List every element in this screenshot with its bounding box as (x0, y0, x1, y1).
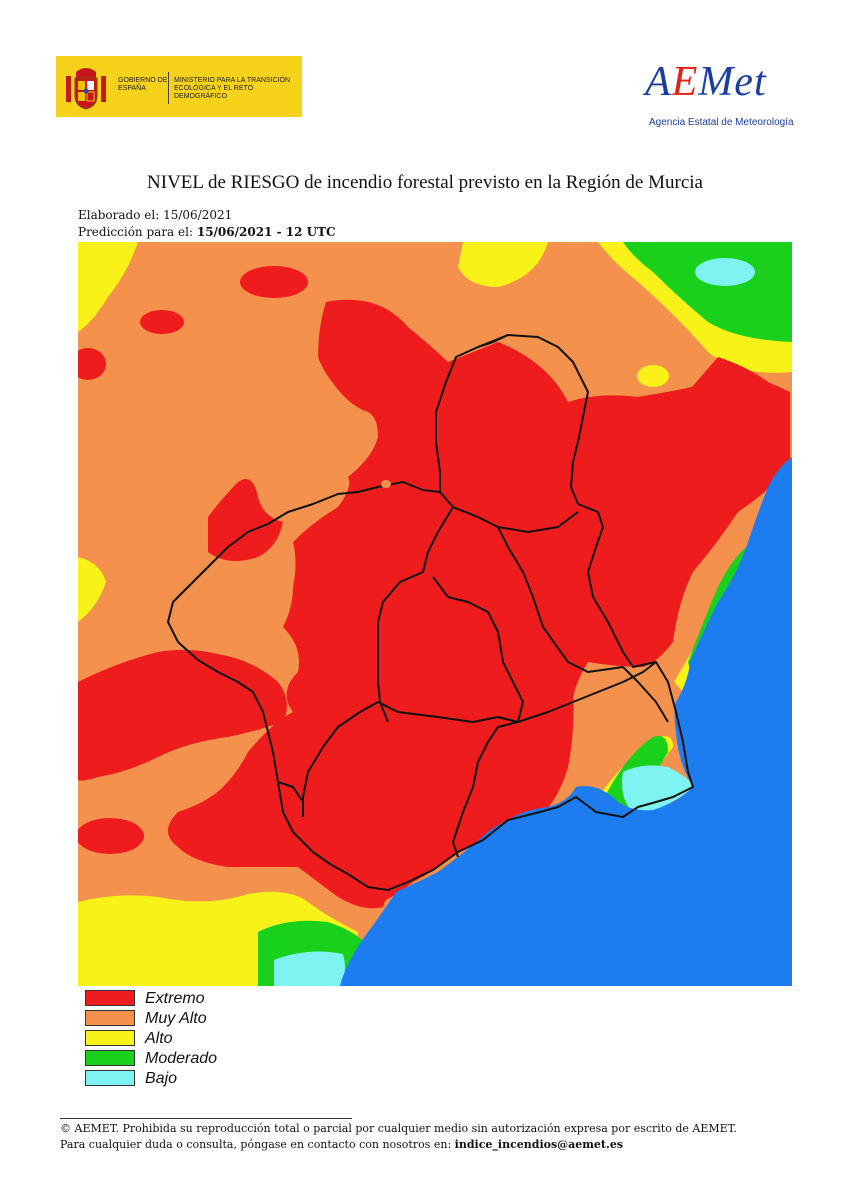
page-title: NIVEL de RIESGO de incendio forestal pre… (147, 172, 703, 193)
sea-mediterranean (340, 457, 792, 986)
legend-label-moderado: Moderado (145, 1050, 218, 1067)
coat-of-arms-icon (66, 68, 106, 110)
aemet-logo: AEMet Agencia Estatal de Meteorología (645, 58, 805, 133)
elaborado-line: Elaborado el: 15/06/2021 (78, 208, 233, 222)
extremo-spot-inner (381, 480, 391, 488)
internal-border-7 (277, 781, 304, 803)
region-borders (167, 334, 694, 891)
legend-swatch-muy-alto (85, 1010, 135, 1026)
extremo-zone-south (178, 782, 387, 909)
footer-copyright: © AEMET. Prohibida su reproducción total… (60, 1122, 737, 1135)
legend-swatch-alto (85, 1030, 135, 1046)
aemet-subtitle: Agencia Estatal de Meteorología (649, 117, 794, 128)
elaborado-date: 15/06/2021 (163, 208, 233, 222)
bajo-zone-ne (695, 258, 755, 286)
ministerio-text: MINISTERIO PARA LA TRANSICIÓN ECOLÓGICA … (174, 77, 291, 100)
internal-border-5 (452, 721, 519, 858)
extremo-zone-nw1 (208, 479, 283, 561)
prediccion-value: 15/06/2021 - 12 UTC (196, 225, 336, 239)
internal-border-8 (477, 334, 509, 348)
legend-label-muy-alto: Muy Alto (145, 1010, 207, 1027)
prediccion-line: Predicción para el: 15/06/2021 - 12 UTC (78, 225, 336, 239)
internal-border-1 (377, 491, 454, 723)
gobierno-text: GOBIERNO DE ESPAÑA (118, 77, 168, 92)
footer-contact: Para cualquier duda o consulta, póngase … (60, 1138, 624, 1151)
murcia-outline (167, 334, 694, 891)
alto-zone-left (78, 557, 106, 622)
alto-zone-topleft (78, 242, 138, 332)
legend-label-alto: Alto (145, 1030, 173, 1047)
extremo-zone-left (78, 348, 106, 380)
legend-label-extremo: Extremo (145, 990, 205, 1007)
logo-divider (168, 72, 169, 104)
internal-border-9 (622, 666, 669, 723)
extremo-zone-main (168, 299, 790, 907)
legend-label-bajo: Bajo (145, 1070, 178, 1087)
legend-swatch-bajo (85, 1070, 135, 1086)
alto-zone-spot (637, 365, 669, 387)
footer-rule (60, 1118, 352, 1119)
internal-border-3 (452, 506, 579, 533)
aemet-wordmark: AEMet (645, 59, 767, 105)
legend-swatch-moderado (85, 1050, 135, 1066)
extremo-zone-top2 (140, 310, 184, 334)
fire-risk-map (78, 242, 792, 986)
internal-border-2 (377, 576, 524, 723)
internal-border-6 (302, 701, 379, 817)
alto-zone-topcenter (458, 242, 548, 287)
internal-border-4 (497, 526, 624, 673)
footer-email-link[interactable]: indice_incendios@aemet.es (454, 1138, 624, 1151)
bajo-zone-coast (622, 765, 695, 817)
internal-border-10 (497, 661, 657, 723)
gobierno-espana-logo: GOBIERNO DE ESPAÑA MINISTERIO PARA LA TR… (56, 56, 302, 117)
extremo-zone-west (78, 649, 287, 781)
extremo-zone-top1 (240, 266, 308, 298)
extremo-zone-bl (78, 818, 144, 854)
legend-swatch-extremo (85, 990, 135, 1006)
bajo-zone-sw (274, 951, 345, 986)
